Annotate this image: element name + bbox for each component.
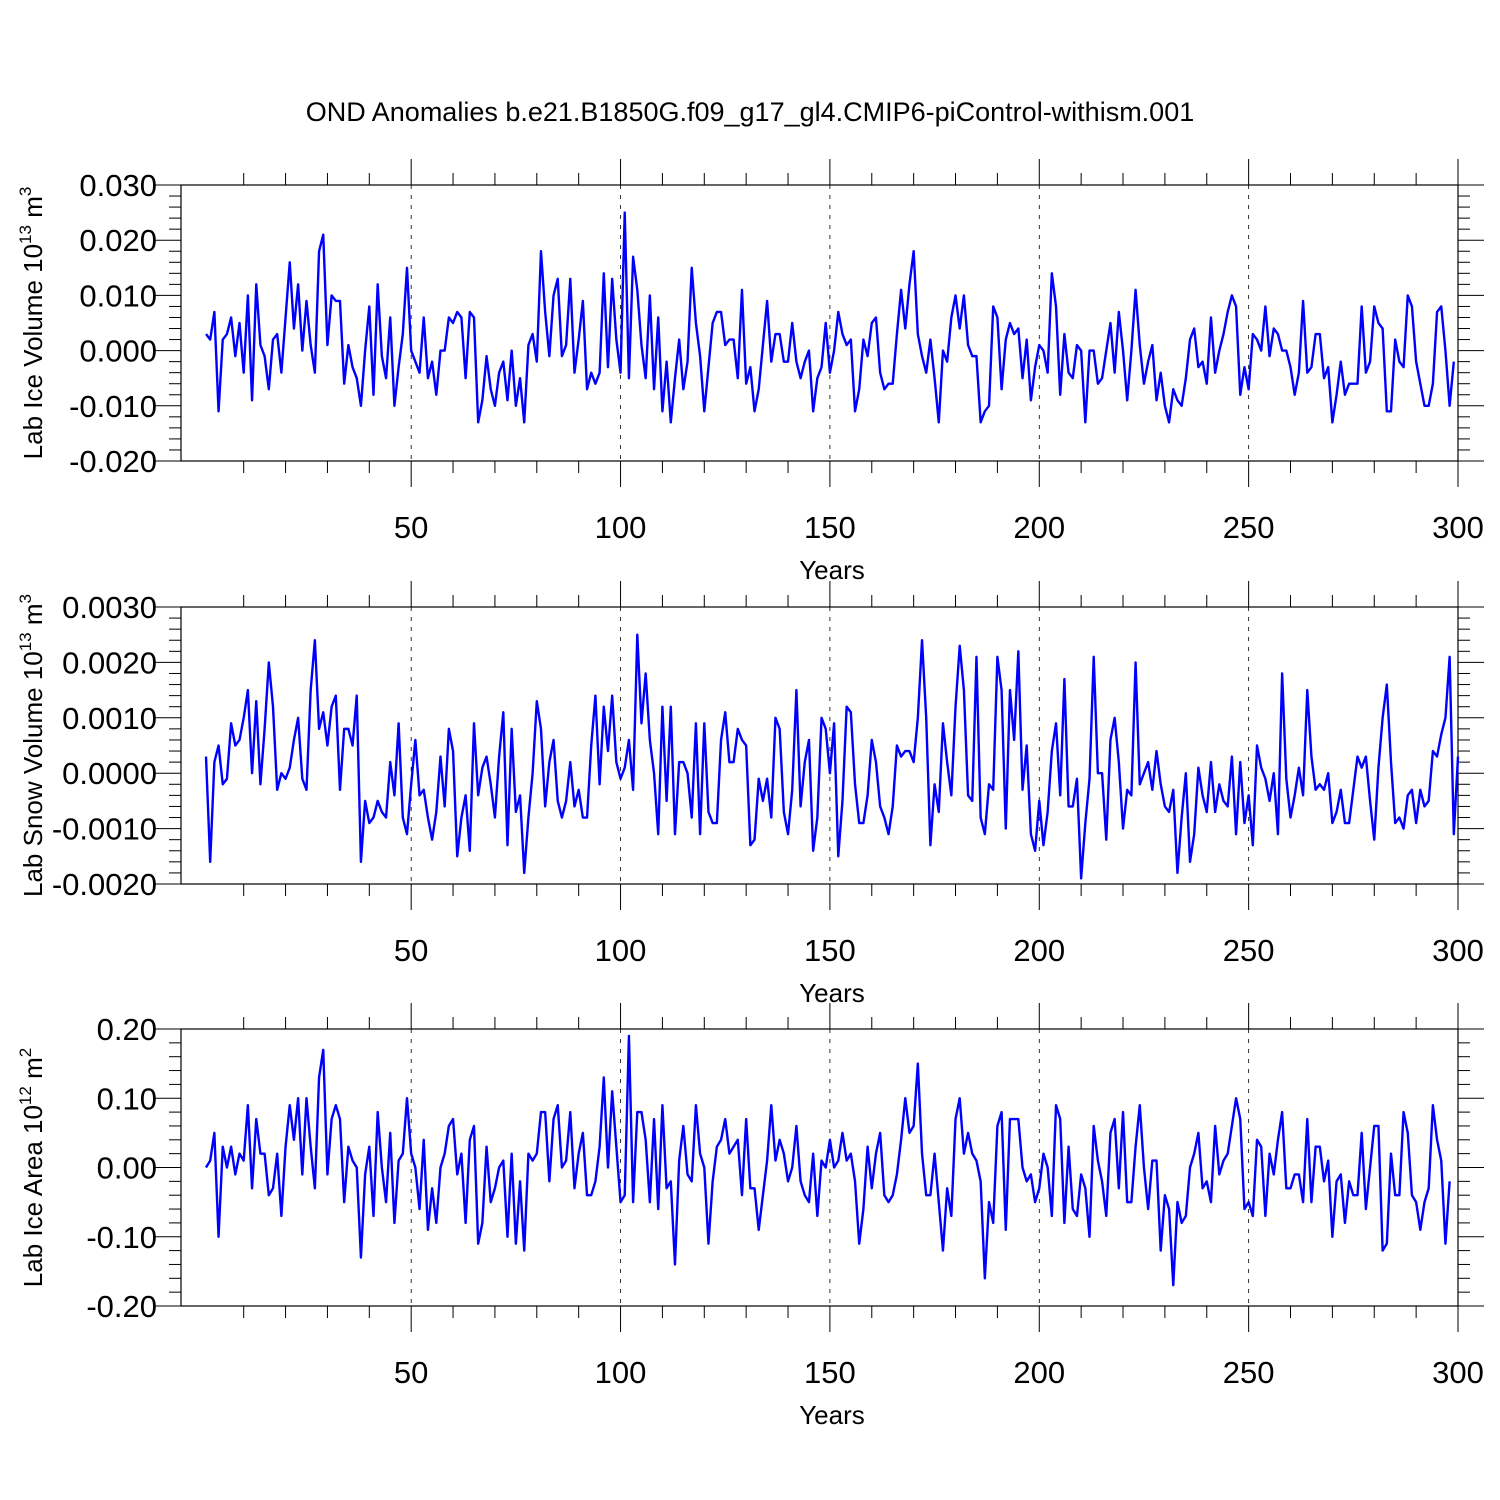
y-tick-label: -0.020: [69, 444, 157, 479]
x-axis-label: Years: [799, 978, 865, 1008]
y-tick-label: 0.0010: [62, 701, 157, 736]
series-line: [204, 1034, 1451, 1287]
y-tick-label: 0.00: [97, 1151, 157, 1186]
x-tick-label: 250: [1223, 933, 1275, 968]
y-tick-label: -0.0020: [52, 867, 157, 902]
y-tick-label: 0.0020: [62, 645, 157, 680]
x-tick-label: 100: [595, 510, 647, 545]
plot-frame: [180, 184, 1459, 462]
y-axis-label: Lab Snow Volume 1013 m3: [16, 594, 48, 897]
y-tick-label: 0.030: [79, 168, 157, 203]
x-tick-label: 100: [595, 1355, 647, 1390]
y-tick-label: -0.0010: [52, 812, 157, 847]
y-tick-label: 0.000: [79, 334, 157, 369]
x-tick-label: 200: [1013, 933, 1065, 968]
x-axis-label: Years: [799, 1400, 865, 1430]
x-tick-label: 300: [1432, 933, 1484, 968]
x-tick-label: 50: [394, 933, 428, 968]
series-line: [204, 633, 1460, 880]
x-tick-label: 150: [804, 933, 856, 968]
plot-frame: [180, 606, 1459, 885]
y-tick-label: 0.20: [97, 1012, 157, 1047]
x-tick-label: 50: [394, 1355, 428, 1390]
panel-ice-area: 50 100 150 200 250 300 -0.20 -0.10 0.00 0.10 0.20 Y…: [16, 1003, 1484, 1430]
x-tick-label: 250: [1223, 1355, 1275, 1390]
panel-ice-volume: 50 100 150 200 250 300 -0.020 -0.010 0.000 0.010 0…: [16, 159, 1484, 585]
figure-title: OND Anomalies b.e21.B1850G.f09_g17_gl4.C…: [306, 97, 1194, 127]
y-axis-label: Lab Ice Area 1012 m2: [16, 1048, 48, 1287]
x-tick-label: 300: [1432, 1355, 1484, 1390]
series-line: [205, 211, 1456, 424]
plot-frame: [180, 1028, 1459, 1307]
y-tick-label: 0.010: [79, 278, 157, 313]
x-tick-label: 200: [1013, 510, 1065, 545]
y-tick-label: 0.10: [97, 1081, 157, 1116]
y-tick-label: 0.020: [79, 223, 157, 258]
x-tick-label: 100: [595, 933, 647, 968]
x-tick-label: 50: [394, 510, 428, 545]
x-axis-label: Years: [799, 555, 865, 585]
x-tick-label: 250: [1223, 510, 1275, 545]
x-tick-label: 150: [804, 1355, 856, 1390]
panels: 50 100 150 200 250 300 -0.020 -0.010 0.000 0.010 0…: [16, 159, 1484, 1430]
y-tick-label: 0.0000: [62, 756, 157, 791]
x-tick-label: 300: [1432, 510, 1484, 545]
x-tick-label: 200: [1013, 1355, 1065, 1390]
y-tick-label: -0.20: [86, 1289, 157, 1324]
panel-snow-volume: 50 100 150 200 250 300 -0.0020 -0.0010 0.0000 0.0…: [16, 581, 1484, 1008]
y-axis-label: Lab Ice Volume 1013 m3: [16, 187, 48, 460]
y-tick-label: 0.0030: [62, 590, 157, 625]
y-tick-label: -0.10: [86, 1220, 157, 1255]
x-tick-label: 150: [804, 510, 856, 545]
y-tick-label: -0.010: [69, 389, 157, 424]
